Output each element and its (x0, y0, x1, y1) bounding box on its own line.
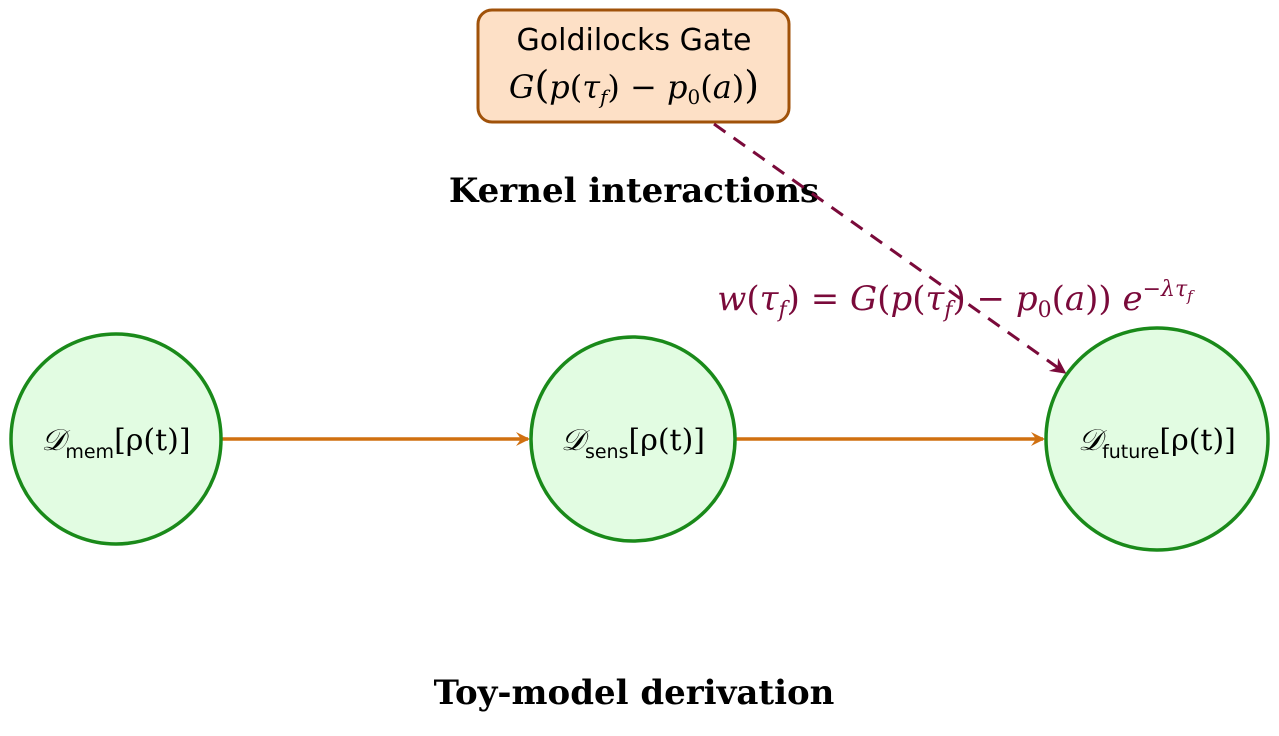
weight-formula: w(τf) = G(p(τf) − p0(a)) e−λτf (717, 277, 1195, 323)
node-memory: 𝒟mem[ρ(t)] (9, 332, 223, 546)
gate-formula: G(p(τf) − p0(a)) (509, 63, 759, 109)
node-sensory: 𝒟sens[ρ(t)] (529, 335, 737, 543)
gate-to-future-arrow (713, 122, 1067, 374)
node-memory-label: 𝒟mem[ρ(t)] (41, 423, 190, 463)
kernel-interactions-title: Kernel interactions (449, 171, 819, 211)
goldilocks-gate-box: Goldilocks Gate G(p(τf) − p0(a)) (476, 8, 791, 124)
node-sensory-label: 𝒟sens[ρ(t)] (561, 423, 705, 463)
node-future: 𝒟future[ρ(t)] (1044, 326, 1270, 552)
toy-model-title: Toy-model derivation (434, 673, 835, 713)
gate-label: Goldilocks Gate (517, 23, 752, 58)
node-future-label: 𝒟future[ρ(t)] (1078, 423, 1236, 463)
